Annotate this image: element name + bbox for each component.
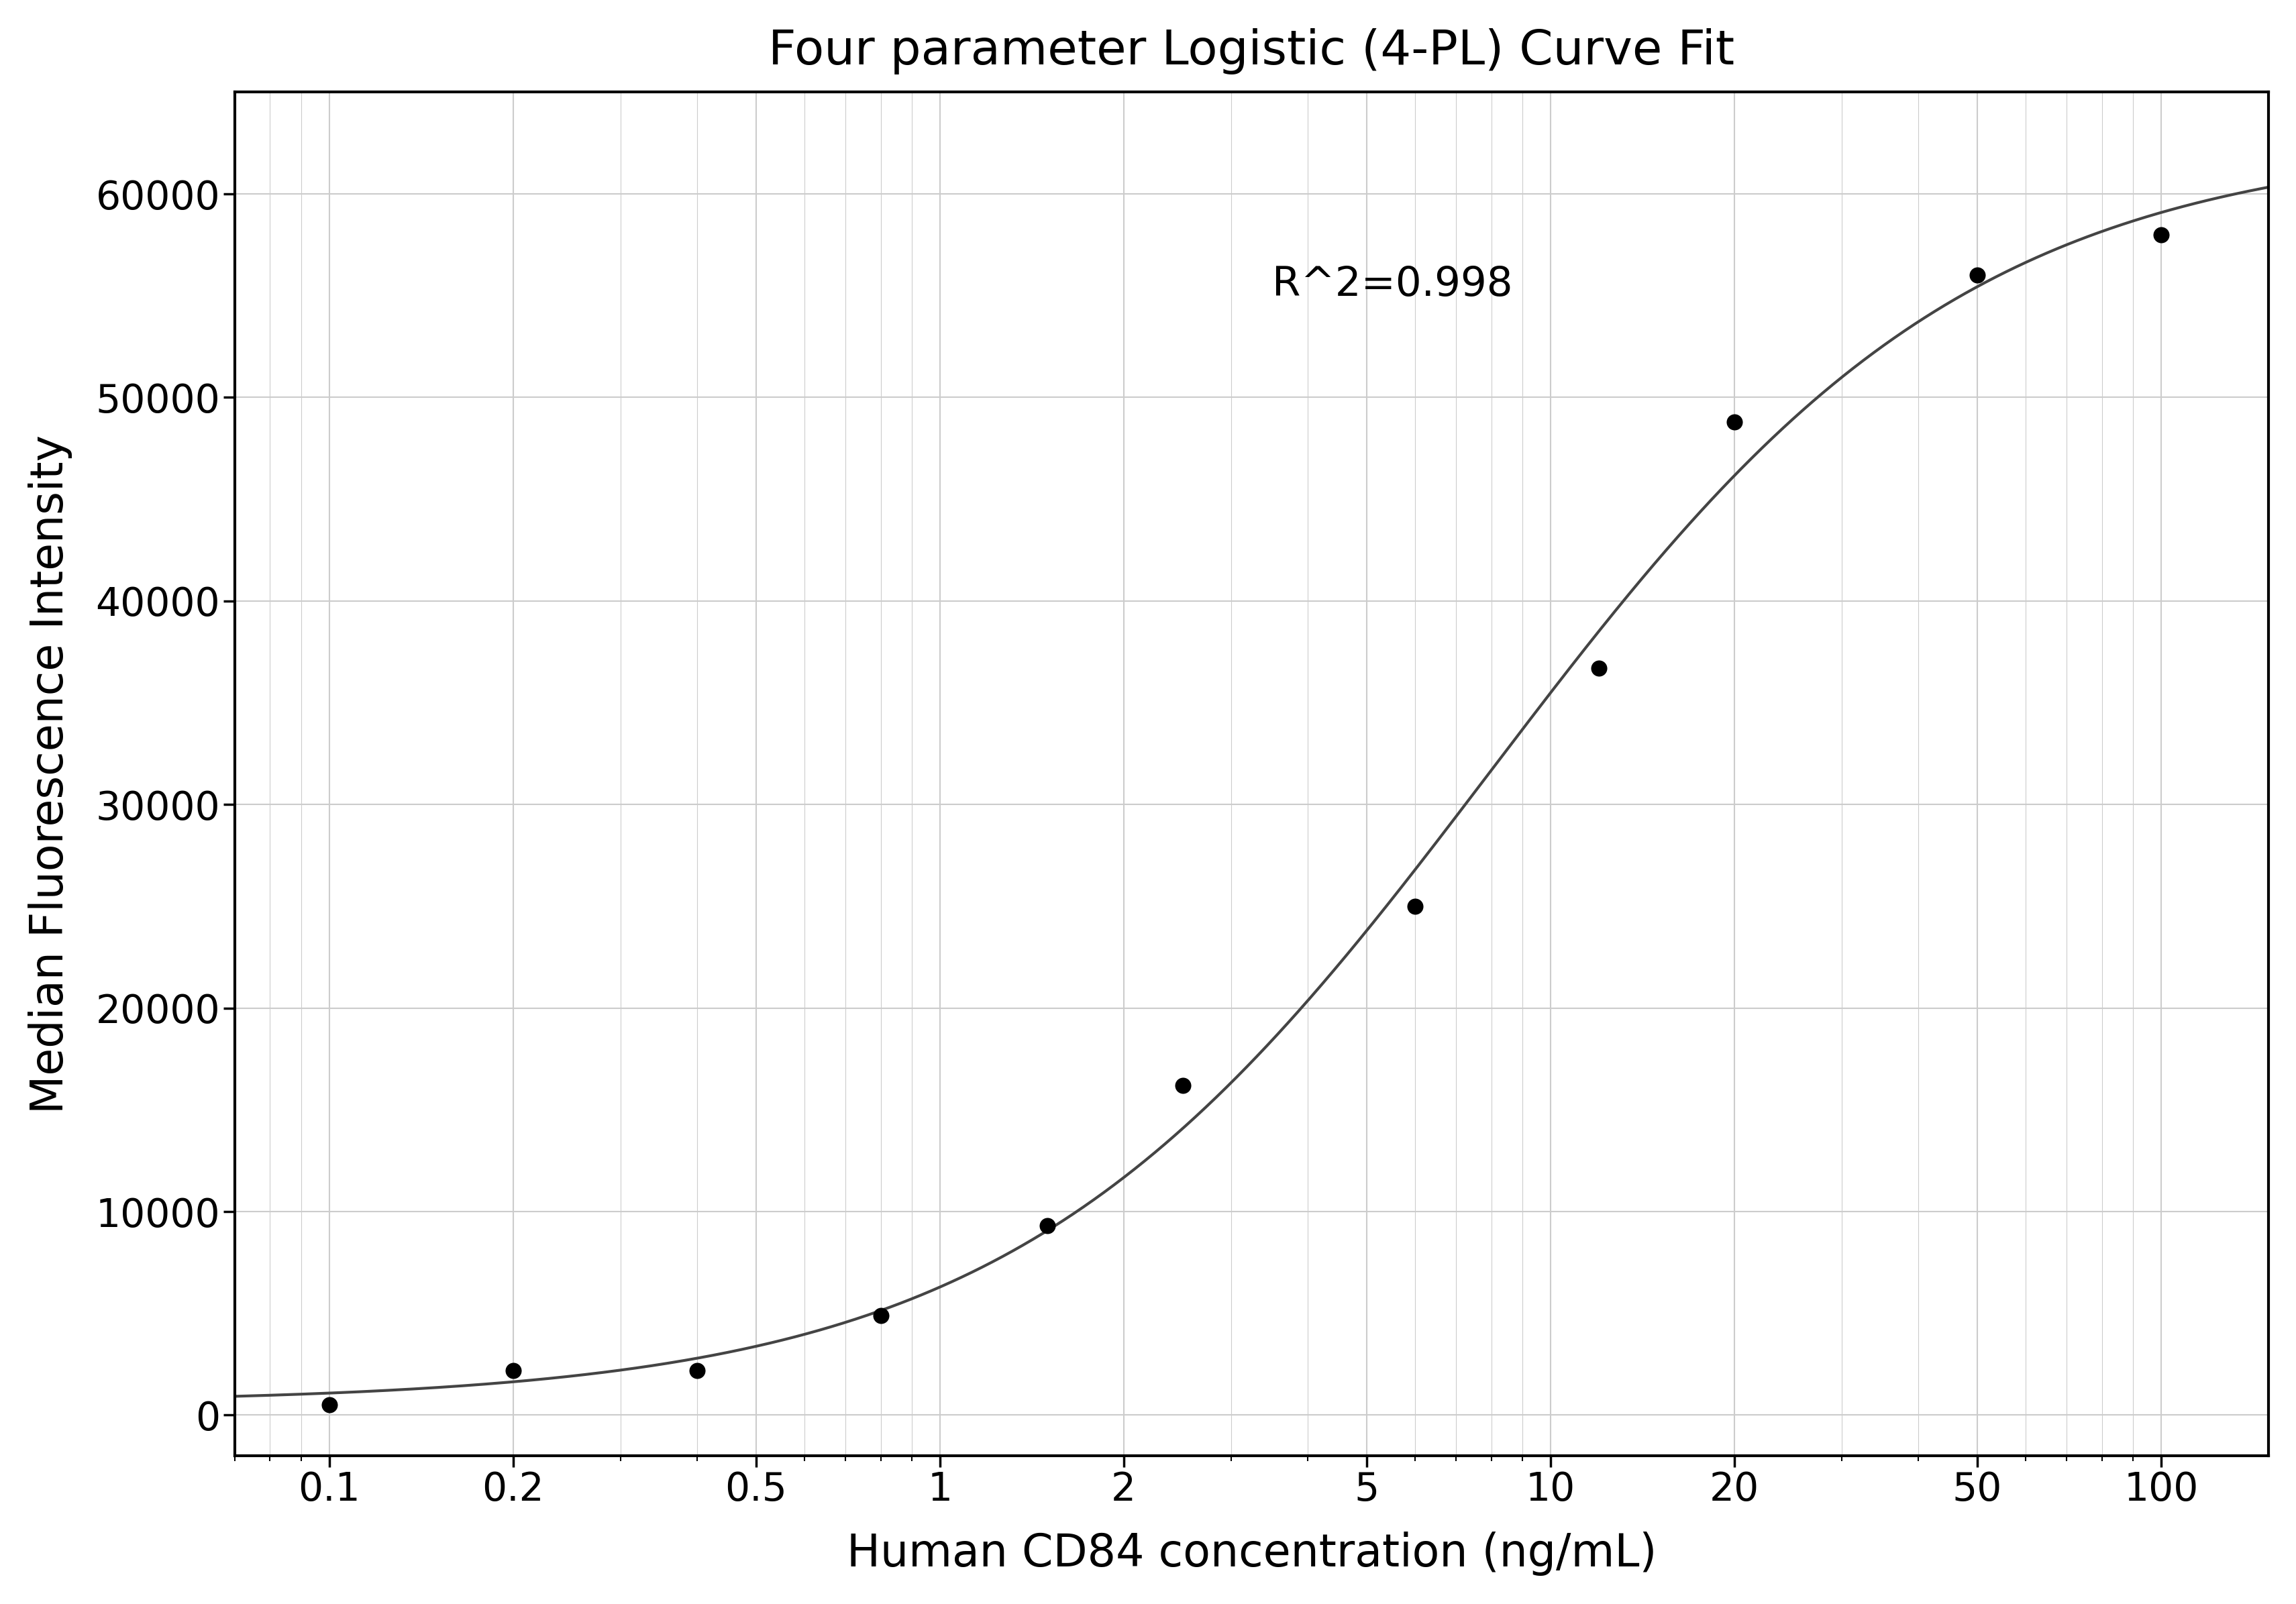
Point xyxy=(1029,1213,1065,1238)
Point xyxy=(1396,893,1433,919)
Title: Four parameter Logistic (4-PL) Curve Fit: Four parameter Logistic (4-PL) Curve Fit xyxy=(769,27,1733,74)
Point xyxy=(1580,656,1616,682)
X-axis label: Human CD84 concentration (ng/mL): Human CD84 concentration (ng/mL) xyxy=(847,1532,1655,1577)
Y-axis label: Median Fluorescence Intensity: Median Fluorescence Intensity xyxy=(28,435,71,1113)
Point xyxy=(1715,409,1752,435)
Point xyxy=(861,1302,898,1328)
Point xyxy=(1164,1073,1201,1099)
Point xyxy=(677,1357,714,1383)
Point xyxy=(1958,263,1995,289)
Point xyxy=(310,1392,347,1418)
Point xyxy=(494,1357,530,1383)
Point xyxy=(2142,221,2179,247)
Text: R^2=0.998: R^2=0.998 xyxy=(1272,265,1513,305)
